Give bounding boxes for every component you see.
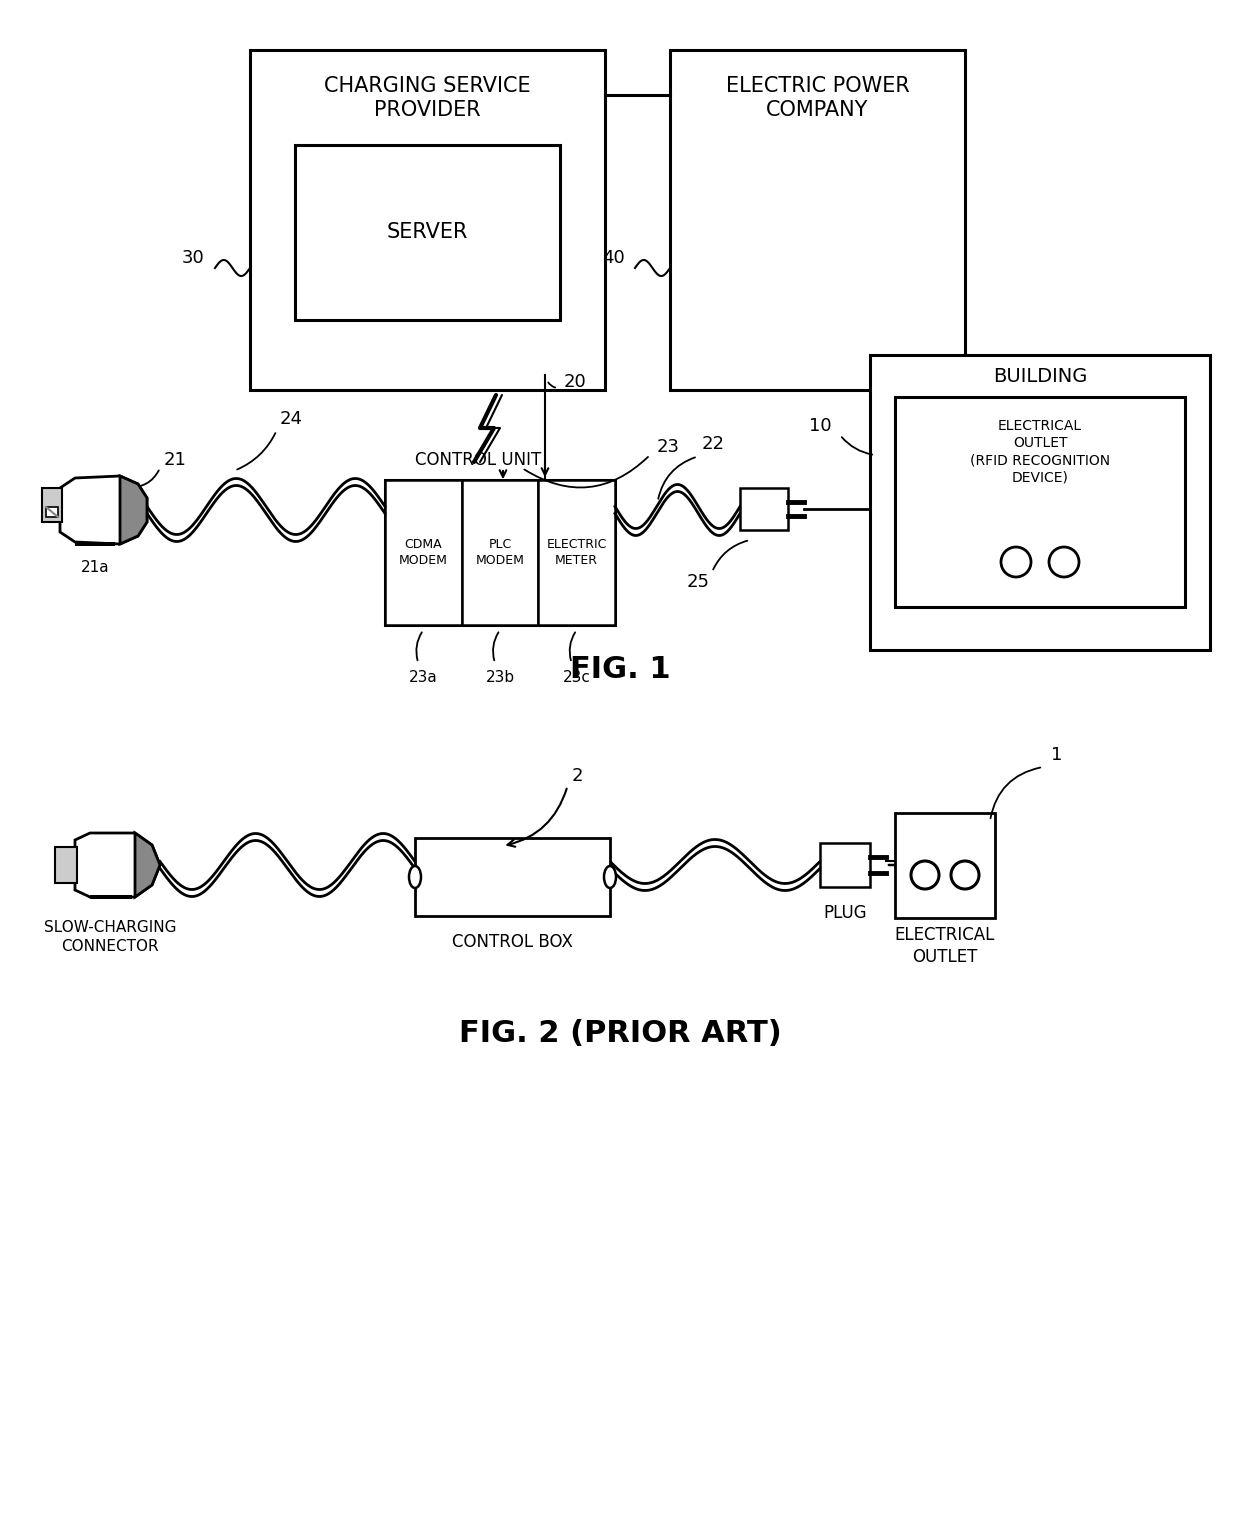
Text: 23: 23 (656, 437, 680, 456)
Text: 22: 22 (701, 434, 724, 453)
Text: CHARGING SERVICE
PROVIDER: CHARGING SERVICE PROVIDER (324, 75, 531, 120)
PathPatch shape (120, 476, 148, 543)
Text: 1: 1 (1052, 746, 1063, 764)
Text: CONTROL UNIT: CONTROL UNIT (415, 451, 541, 470)
Text: 10: 10 (808, 418, 831, 434)
Bar (91, 895, 131, 900)
Text: ELECTRICAL
OUTLET: ELECTRICAL OUTLET (895, 926, 996, 966)
Ellipse shape (409, 866, 422, 889)
Text: 23a: 23a (409, 669, 438, 685)
Bar (42, 488, 62, 522)
Text: ELECTRIC POWER
COMPANY: ELECTRIC POWER COMPANY (725, 75, 909, 120)
PathPatch shape (74, 834, 160, 896)
Bar (670, 51, 965, 390)
Text: BUILDING: BUILDING (993, 367, 1087, 387)
Text: 30: 30 (181, 249, 205, 267)
Bar (55, 847, 77, 883)
Bar (415, 838, 610, 916)
Bar (461, 480, 538, 625)
Text: CONTROL BOX: CONTROL BOX (453, 933, 573, 952)
Text: PLC
MODEM: PLC MODEM (476, 537, 525, 566)
Text: ELECTRICAL
OUTLET
(RFID RECOGNITION
DEVICE): ELECTRICAL OUTLET (RFID RECOGNITION DEVI… (970, 419, 1110, 485)
Text: 21a: 21a (81, 560, 109, 576)
Bar (295, 144, 560, 319)
Text: FIG. 2 (PRIOR ART): FIG. 2 (PRIOR ART) (459, 1019, 781, 1047)
Text: 25: 25 (687, 573, 709, 591)
PathPatch shape (135, 834, 160, 896)
Bar (46, 507, 58, 517)
Bar (74, 542, 115, 546)
Text: ELECTRIC
METER: ELECTRIC METER (547, 537, 606, 566)
Bar (538, 480, 615, 625)
Text: SERVER: SERVER (387, 223, 469, 243)
Ellipse shape (604, 866, 616, 889)
Text: SLOW-CHARGING
CONNECTOR: SLOW-CHARGING CONNECTOR (43, 919, 176, 953)
Text: 23b: 23b (485, 669, 515, 685)
Text: 24: 24 (280, 410, 303, 428)
Text: 40: 40 (601, 249, 625, 267)
Bar (740, 488, 787, 530)
PathPatch shape (60, 476, 148, 543)
Bar (384, 480, 461, 625)
Text: 23c: 23c (563, 669, 590, 685)
Bar (895, 814, 994, 918)
Text: 20: 20 (564, 373, 587, 391)
Bar (895, 398, 1185, 606)
Text: 2: 2 (572, 768, 583, 784)
Bar (250, 51, 605, 390)
Text: PLUG: PLUG (823, 904, 867, 923)
Text: FIG. 1: FIG. 1 (569, 655, 671, 685)
Bar (820, 843, 870, 887)
Text: CDMA
MODEM: CDMA MODEM (399, 537, 448, 566)
Text: 21: 21 (164, 451, 186, 470)
Bar (384, 480, 615, 625)
Bar (870, 355, 1210, 649)
